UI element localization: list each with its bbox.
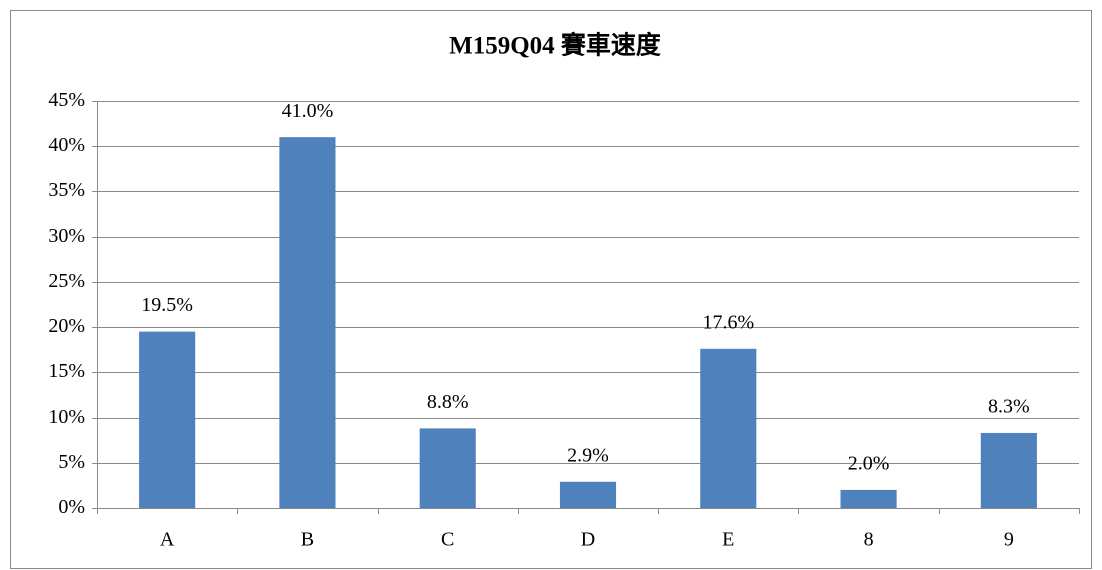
y-tick-label: 40% bbox=[48, 134, 85, 156]
data-label: 17.6% bbox=[702, 311, 754, 333]
x-tick-label: C bbox=[441, 529, 454, 551]
y-tick-label: 10% bbox=[48, 406, 85, 428]
data-label: 2.9% bbox=[567, 444, 609, 466]
y-tick-label: 35% bbox=[48, 179, 85, 201]
bar bbox=[840, 489, 897, 508]
y-tick-label: 30% bbox=[48, 225, 85, 247]
bar bbox=[980, 432, 1037, 508]
y-tick-label: 45% bbox=[48, 89, 85, 111]
x-tick-label: B bbox=[301, 529, 314, 551]
bar bbox=[139, 331, 196, 508]
x-tick-label: A bbox=[160, 529, 175, 551]
bar bbox=[279, 137, 336, 508]
data-label: 41.0% bbox=[282, 100, 334, 122]
x-tick-label: 9 bbox=[1004, 529, 1014, 551]
bar bbox=[559, 481, 617, 508]
x-tick-label: E bbox=[722, 529, 734, 551]
y-tick-label: 0% bbox=[58, 496, 85, 518]
data-label: 8.8% bbox=[427, 391, 469, 413]
x-tick-label: D bbox=[581, 529, 595, 551]
x-tick-label: 8 bbox=[864, 529, 874, 551]
data-label: 2.0% bbox=[848, 453, 890, 475]
y-tick-label: 5% bbox=[58, 451, 85, 473]
y-tick-label: 20% bbox=[48, 315, 85, 337]
data-label: 19.5% bbox=[141, 294, 193, 316]
bar bbox=[700, 348, 757, 508]
y-tick-label: 15% bbox=[48, 360, 85, 382]
bar bbox=[419, 428, 476, 508]
y-tick-label: 25% bbox=[48, 270, 85, 292]
data-label: 8.3% bbox=[988, 396, 1030, 418]
chart-title: M159Q04 賽車速度 bbox=[449, 31, 661, 60]
